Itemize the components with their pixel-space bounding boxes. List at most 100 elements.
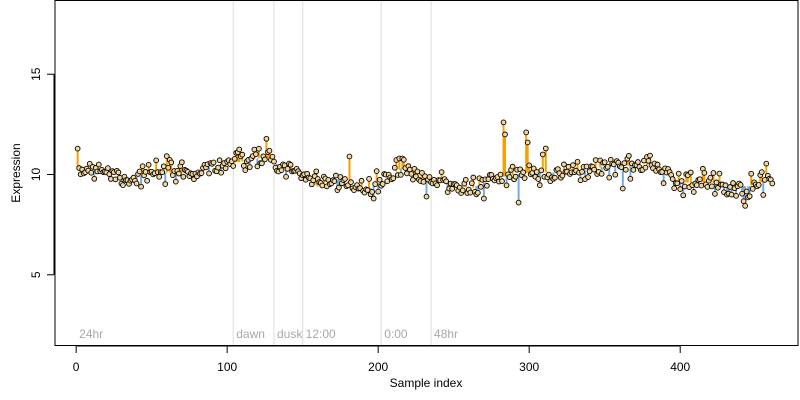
data-point	[266, 147, 273, 154]
data-point	[612, 171, 619, 178]
data-point	[627, 175, 634, 182]
data-point	[426, 174, 433, 180]
data-point	[763, 160, 770, 167]
data-point	[506, 174, 513, 180]
data-point	[579, 169, 585, 175]
data-point	[313, 168, 320, 175]
data-point	[712, 190, 718, 197]
data-point	[660, 180, 667, 187]
data-point	[749, 186, 756, 192]
data-point	[348, 179, 354, 185]
data-point	[618, 164, 625, 171]
data-point	[499, 178, 505, 185]
y-tick-label: 5	[29, 271, 43, 278]
x-axis: 0 100 200 300 400	[73, 345, 691, 374]
phase-label: dusk	[277, 327, 303, 341]
data-point	[760, 192, 767, 198]
data-point	[105, 165, 111, 171]
data-point	[630, 167, 637, 173]
data-point	[262, 156, 268, 163]
data-point	[88, 169, 95, 176]
data-point	[739, 190, 745, 197]
data-point	[742, 202, 748, 209]
data-point	[136, 168, 143, 175]
data-point	[713, 179, 720, 186]
data-point	[677, 186, 684, 193]
y-axis-label: Expression	[9, 143, 23, 202]
data-point	[740, 198, 747, 205]
data-point	[358, 177, 365, 184]
data-point	[709, 183, 715, 190]
phase-label: 48hr	[434, 327, 458, 341]
data-point	[370, 195, 377, 202]
data-point	[198, 170, 205, 176]
data-point	[156, 173, 163, 180]
data-point	[769, 180, 776, 187]
data-point	[230, 163, 237, 169]
data-point	[423, 193, 430, 200]
data-points	[74, 119, 776, 209]
data-point	[733, 192, 739, 199]
data-point	[559, 172, 566, 179]
data-point	[160, 163, 167, 170]
data-point	[533, 169, 540, 175]
data-point	[601, 159, 608, 166]
data-point	[153, 157, 160, 164]
data-point	[470, 174, 477, 181]
data-point	[728, 191, 735, 198]
data-point	[112, 176, 119, 183]
data-point	[278, 167, 285, 174]
data-point	[526, 162, 533, 169]
data-point	[467, 189, 474, 196]
data-point	[420, 178, 427, 185]
data-point	[115, 169, 122, 176]
data-point	[748, 170, 755, 177]
data-point	[755, 182, 762, 188]
data-point	[366, 176, 372, 182]
data-point	[342, 176, 348, 182]
data-point	[521, 175, 528, 181]
data-point	[379, 181, 386, 187]
data-point	[443, 178, 449, 185]
data-point	[678, 178, 685, 184]
data-point	[175, 170, 182, 177]
data-point	[246, 164, 253, 170]
data-point	[722, 182, 729, 189]
data-point	[635, 159, 641, 165]
data-point	[172, 178, 179, 185]
data-point	[180, 173, 187, 180]
data-point	[681, 183, 688, 190]
data-point	[375, 188, 382, 195]
data-point	[539, 151, 546, 158]
data-point	[397, 172, 404, 178]
data-point	[622, 166, 629, 173]
data-point	[642, 164, 649, 171]
data-point	[179, 159, 185, 166]
data-point	[737, 182, 744, 188]
phase-labels: 24hr dawn dusk 12:00 0:00 48hr	[79, 327, 458, 341]
data-point	[746, 193, 753, 200]
data-point	[591, 166, 597, 173]
data-point	[675, 170, 682, 177]
data-point	[690, 189, 697, 195]
phase-label: 12:00	[306, 327, 336, 341]
data-point	[674, 180, 681, 187]
data-point	[384, 178, 391, 185]
data-point	[372, 181, 379, 187]
data-point	[133, 180, 140, 187]
data-point	[400, 156, 407, 163]
data-point	[585, 174, 591, 180]
data-point	[215, 164, 221, 171]
data-point	[604, 164, 611, 170]
data-point	[74, 145, 81, 152]
data-point	[515, 199, 522, 206]
data-point	[592, 157, 599, 163]
data-point	[253, 151, 259, 158]
data-point	[95, 161, 102, 168]
data-point	[654, 161, 661, 168]
data-point	[462, 176, 469, 183]
data-point	[218, 169, 224, 176]
data-point	[108, 176, 114, 182]
data-point	[680, 192, 687, 199]
